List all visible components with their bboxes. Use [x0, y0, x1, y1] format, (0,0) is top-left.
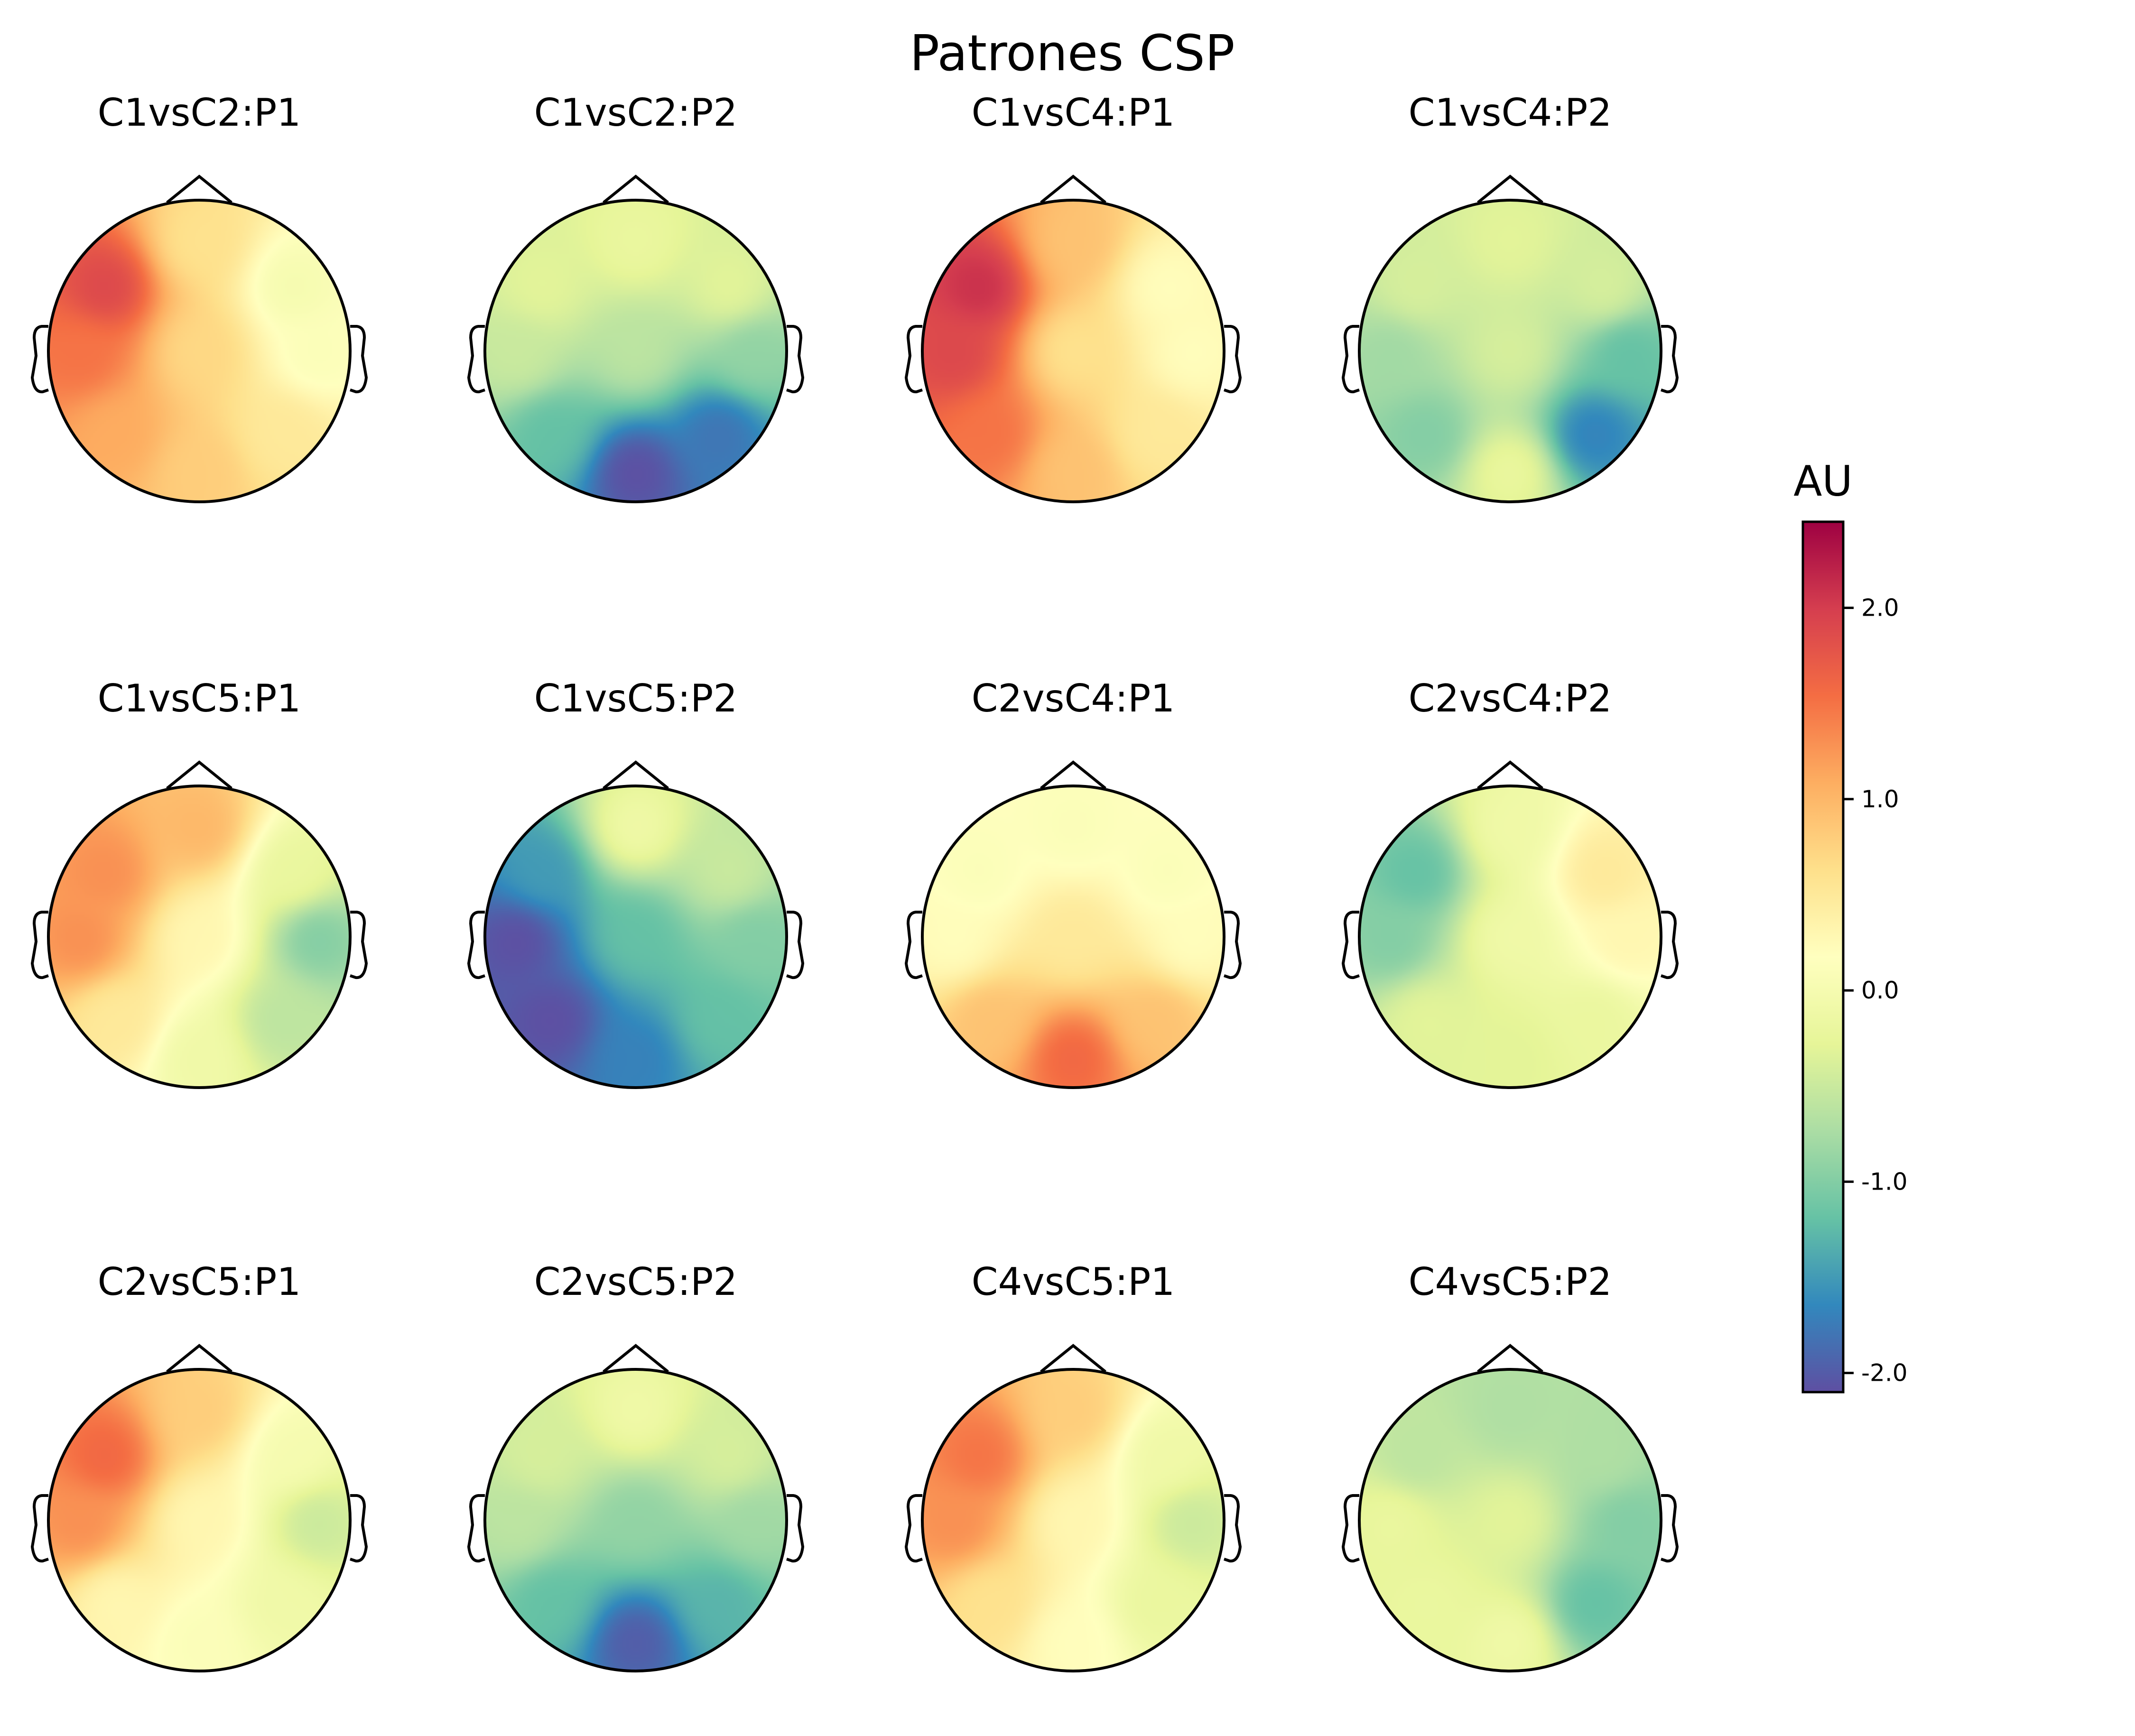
topomap-heat	[922, 200, 1224, 502]
right-ear-outline	[1661, 325, 1679, 394]
head-outline	[1358, 785, 1662, 1089]
right-ear-outline	[1224, 1494, 1242, 1563]
panel-title: C1vsC2:P2	[534, 91, 738, 135]
colorbar-label: AU	[1793, 457, 1853, 506]
panel-title: C1vsC5:P1	[98, 676, 301, 720]
nose-outline	[1477, 175, 1543, 204]
topomap-panel: C4vsC5:P1	[904, 1260, 1242, 1672]
colorbar-tick-label: 1.0	[1861, 785, 1899, 813]
right-ear-outline	[350, 325, 368, 394]
panel-title: C1vsC5:P2	[534, 676, 738, 720]
nose-outline	[603, 760, 669, 790]
topomap-panel: C2vsC5:P1	[30, 1260, 368, 1672]
nose-outline	[166, 175, 232, 204]
topomap-heat	[922, 786, 1224, 1088]
head-outline	[1358, 199, 1662, 503]
right-ear-outline	[350, 1494, 368, 1563]
topomap-heat	[485, 1369, 787, 1671]
topomap-panel: C1vsC4:P2	[1341, 91, 1679, 503]
colorbar-gradient	[1801, 520, 1845, 1394]
right-ear-outline	[1224, 325, 1242, 394]
left-ear-outline	[1341, 325, 1360, 394]
right-ear-outline	[786, 1494, 805, 1563]
left-ear-outline	[467, 1494, 485, 1563]
topomap-heat	[1359, 786, 1661, 1088]
panel-title: C1vsC4:P1	[972, 91, 1175, 135]
panel-title: C1vsC2:P1	[98, 91, 301, 135]
colorbar-tick-label: -1.0	[1861, 1168, 1908, 1195]
right-ear-outline	[786, 325, 805, 394]
topomap-heat	[485, 200, 787, 502]
nose-outline	[1040, 760, 1106, 790]
head-outline	[921, 785, 1225, 1089]
topomap-panel: C1vsC5:P1	[30, 676, 368, 1089]
right-ear-outline	[1661, 1494, 1679, 1563]
topomap-heat	[485, 786, 787, 1088]
left-ear-outline	[1341, 911, 1360, 979]
nose-outline	[1040, 175, 1106, 204]
colorbar-tick-label: 0.0	[1861, 977, 1899, 1004]
colorbar-tick-label: -2.0	[1861, 1359, 1908, 1387]
topomap-heat	[922, 1369, 1224, 1671]
topomap-panel: C2vsC4:P1	[904, 676, 1242, 1089]
right-ear-outline	[1661, 911, 1679, 979]
topomap-heat	[48, 1369, 350, 1671]
head-outline	[47, 785, 352, 1089]
left-ear-outline	[904, 325, 923, 394]
topomap-heat	[48, 200, 350, 502]
head-outline	[921, 199, 1225, 503]
head-outline	[483, 199, 788, 503]
head-outline	[1358, 1368, 1662, 1672]
nose-outline	[603, 1344, 669, 1373]
topomap-panel: C1vsC2:P2	[467, 91, 805, 503]
nose-outline	[1477, 760, 1543, 790]
panel-title: C1vsC4:P2	[1409, 91, 1612, 135]
head-outline	[483, 785, 788, 1089]
left-ear-outline	[904, 911, 923, 979]
topomap-panels: C1vsC2:P1 C1vsC2:P2 C1vsC4:P1 C1vsC4:P2 C1vs…	[30, 91, 1679, 1672]
topomap-heat	[1359, 1369, 1661, 1671]
head-outline	[47, 1368, 352, 1672]
nose-outline	[1477, 1344, 1543, 1373]
colorbar-tick-label: 2.0	[1861, 594, 1899, 621]
nose-outline	[166, 1344, 232, 1373]
left-ear-outline	[467, 325, 485, 394]
left-ear-outline	[30, 1494, 49, 1563]
left-ear-outline	[1341, 1494, 1360, 1563]
panel-title: C2vsC5:P1	[98, 1260, 301, 1304]
topomap-panel: C4vsC5:P2	[1341, 1260, 1679, 1672]
figure-title: Patrones CSP	[910, 24, 1235, 82]
panel-title: C4vsC5:P1	[972, 1260, 1175, 1304]
nose-outline	[603, 175, 669, 204]
panel-title: C2vsC4:P2	[1409, 676, 1612, 720]
head-outline	[921, 1368, 1225, 1672]
topomap-panel: C1vsC4:P1	[904, 91, 1242, 503]
left-ear-outline	[30, 911, 49, 979]
panel-title: C4vsC5:P2	[1409, 1260, 1612, 1304]
right-ear-outline	[1224, 911, 1242, 979]
topomap-panel: C2vsC5:P2	[467, 1260, 805, 1672]
topomap-panel: C2vsC4:P2	[1341, 676, 1679, 1089]
head-outline	[483, 1368, 788, 1672]
left-ear-outline	[30, 325, 49, 394]
head-outline	[47, 199, 352, 503]
topomap-heat	[48, 786, 350, 1088]
left-ear-outline	[467, 911, 485, 979]
topomap-panel: C1vsC2:P1	[30, 91, 368, 503]
topomap-panel: C1vsC5:P2	[467, 676, 805, 1089]
panel-title: C2vsC5:P2	[534, 1260, 738, 1304]
colorbar: AU 2.0 1.0 0.0 -1.0 -2.0	[1793, 457, 1908, 1394]
right-ear-outline	[350, 911, 368, 979]
nose-outline	[1040, 1344, 1106, 1373]
panel-title: C2vsC4:P1	[972, 676, 1175, 720]
left-ear-outline	[904, 1494, 923, 1563]
topomap-heat	[1359, 200, 1661, 502]
right-ear-outline	[786, 911, 805, 979]
nose-outline	[166, 760, 232, 790]
